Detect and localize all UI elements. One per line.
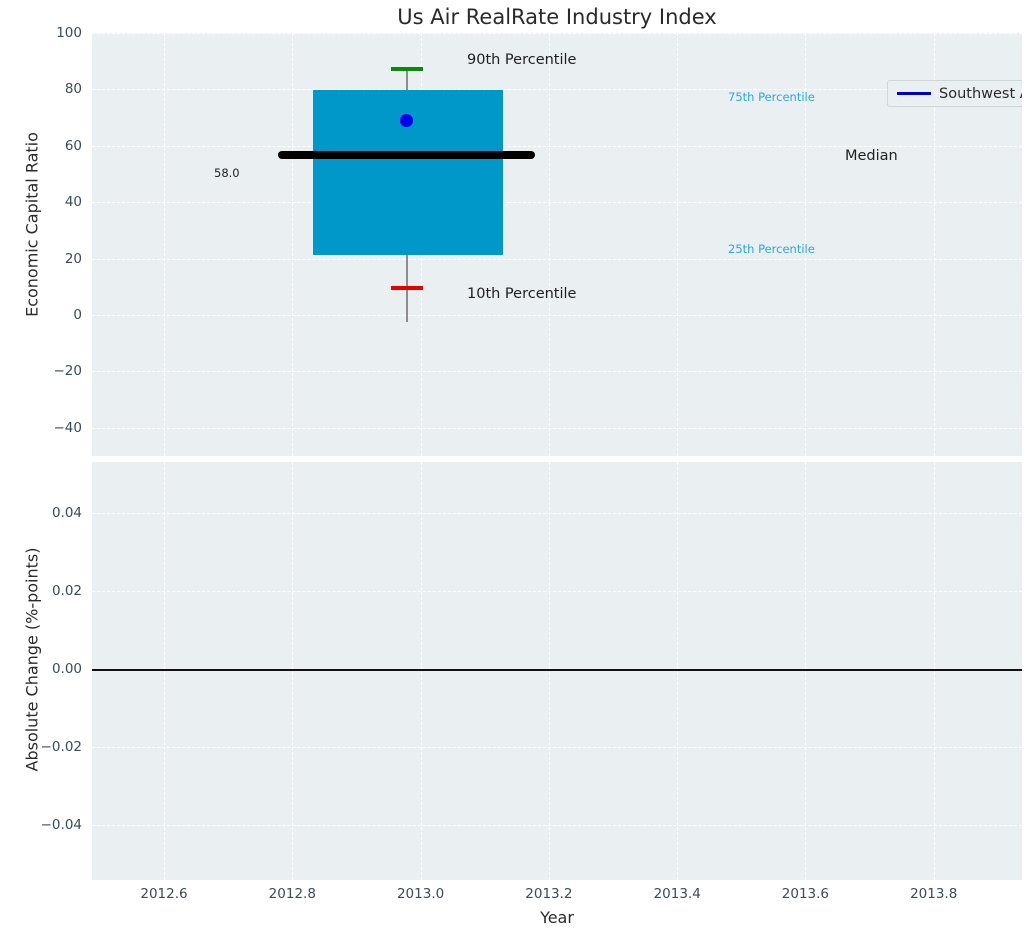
gridline-h-0-02 [92, 590, 1022, 592]
gridline-v-2012-6 [164, 33, 165, 456]
gridline-h-neg40 [92, 427, 1022, 429]
percentile-90-cap [391, 67, 423, 71]
legend-line-swatch-icon [897, 92, 931, 95]
ytick-bottom-1: 0.02 [51, 582, 82, 599]
xtick-4: 2013.4 [653, 886, 701, 902]
gridline-h-100 [92, 33, 1022, 34]
xtick-5: 2013.6 [781, 886, 830, 902]
chart-title: Us Air RealRate Industry Index [397, 5, 717, 29]
ytick-top-5: 0 [73, 307, 82, 323]
ytick-top-4: 20 [64, 250, 82, 267]
lower-plot-panel [92, 462, 1022, 880]
gridline-v-2013-2 [548, 33, 550, 456]
gridline-v-2013-6 [805, 33, 807, 456]
ytick-bottom-4: −0.04 [40, 816, 82, 833]
xtick-0: 2012.6 [140, 886, 188, 902]
gridline-v-2012-8 [292, 33, 294, 456]
annotation-median: Median [845, 148, 898, 164]
upper-plot-panel: 90th Percentile 10th Percentile Median 7… [92, 33, 1022, 456]
ytick-top-6: −20 [53, 363, 83, 380]
ytick-bottom-3: −0.02 [40, 738, 82, 755]
ytick-top-3: 40 [64, 194, 82, 211]
median-value-label: 58.0 [214, 166, 240, 180]
gridline-v-2013-6-lower [805, 462, 807, 880]
annotation-10th-percentile: 10th Percentile [467, 286, 577, 302]
zero-reference-line [92, 669, 1022, 671]
gridline-h-80 [92, 89, 1022, 91]
company-value-marker [400, 114, 413, 127]
gridline-h-0-04 [92, 512, 1022, 514]
ytick-top-1: 80 [64, 81, 82, 98]
gridline-v-2013-0-lower [420, 462, 422, 880]
chart-legend[interactable]: Southwest Airlines Co [887, 80, 1022, 107]
annotation-75th-percentile: 75th Percentile [728, 90, 815, 104]
gridline-h-0 [92, 315, 1022, 316]
xtick-2: 2013.0 [396, 886, 445, 902]
ytick-top-7: −40 [53, 419, 83, 436]
gridline-h-neg0-04 [92, 824, 1022, 826]
gridline-h-40 [92, 202, 1022, 204]
gridline-v-2012-6-lower [164, 462, 165, 880]
median-line [278, 151, 535, 159]
legend-entry-label: Southwest Airlines Co [939, 85, 1022, 102]
ytick-bottom-0: 0.04 [51, 504, 82, 521]
upper-y-axis-label: Economic Capital Ratio [22, 132, 42, 317]
gridline-h-neg20 [92, 371, 1022, 373]
gridline-v-2013-8 [933, 33, 935, 456]
xtick-1: 2012.8 [268, 886, 316, 902]
xtick-6: 2013.8 [910, 886, 958, 902]
gridline-v-2013-2-lower [548, 462, 550, 880]
lower-y-axis-label: Absolute Change (%-points) [22, 547, 42, 772]
ytick-bottom-2: 0.00 [51, 660, 82, 677]
annotation-25th-percentile: 25th Percentile [728, 242, 815, 256]
gridline-h-neg0-02 [92, 746, 1022, 748]
ytick-top-0: 100 [56, 25, 82, 41]
gridline-h-20 [92, 258, 1022, 260]
gridline-v-2013-4-lower [677, 462, 679, 880]
gridline-h-60 [92, 145, 1022, 147]
x-axis-label: Year [540, 908, 574, 927]
xtick-3: 2013.2 [525, 886, 573, 902]
ytick-top-2: 60 [64, 137, 82, 154]
gridline-v-2013-4 [677, 33, 679, 456]
annotation-90th-percentile: 90th Percentile [467, 52, 577, 68]
gridline-v-2013-8-lower [933, 462, 935, 880]
gridline-v-2012-8-lower [292, 462, 294, 880]
percentile-10-cap [391, 286, 423, 290]
